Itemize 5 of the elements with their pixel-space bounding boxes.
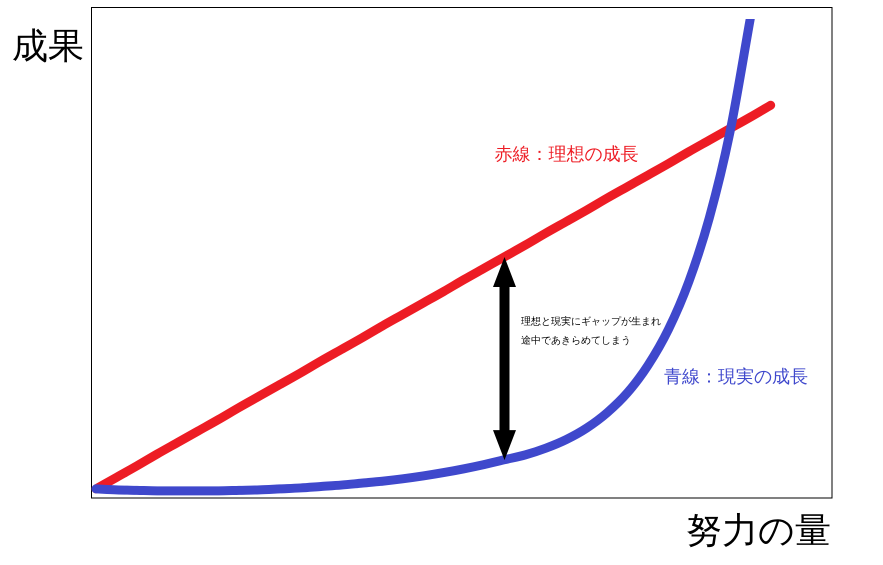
annotation: 理想と現実にギャップが生まれ途中であきらめてしまう [520, 316, 661, 347]
series-label: 青線：現実の成長 [664, 366, 808, 388]
x-axis-title: 努力の量 [686, 510, 831, 552]
y-axis-title: 成果 [12, 26, 84, 67]
series-label: 赤線：理想の成長 [494, 144, 638, 165]
